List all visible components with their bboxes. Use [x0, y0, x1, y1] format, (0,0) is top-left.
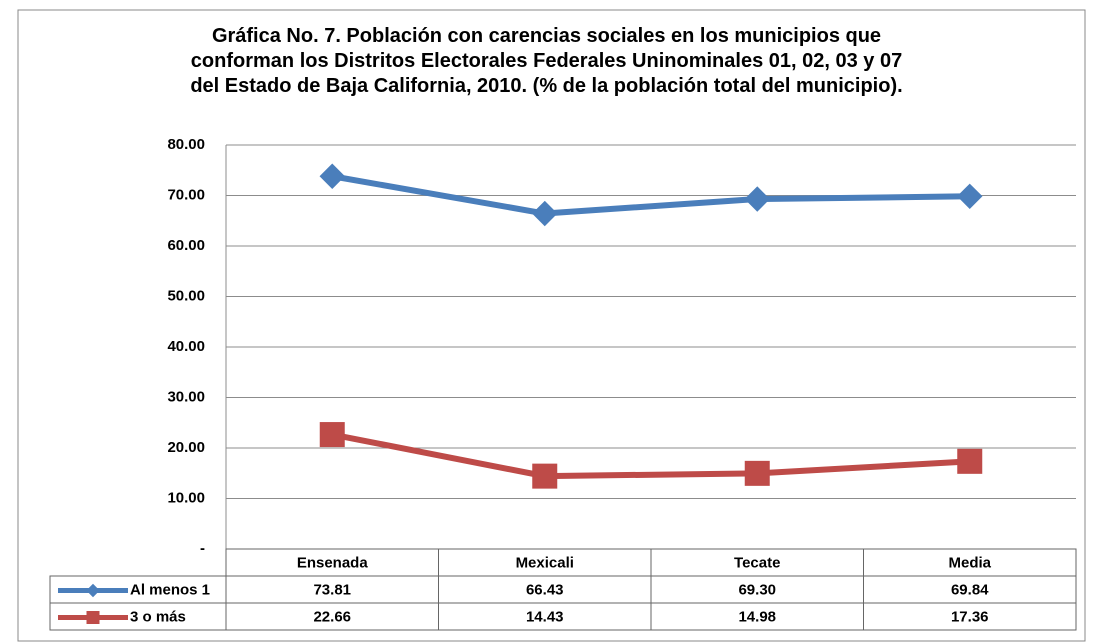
- point: [744, 186, 770, 212]
- legend-marker: [86, 583, 100, 598]
- chart-frame: [17, 9, 1086, 642]
- series-line: [331, 431, 970, 480]
- chart-title: Gráfica No. 7. Población con carencias s…: [190, 25, 903, 97]
- y-tick-label: -: [200, 540, 205, 557]
- table-value: 69.84: [951, 581, 989, 598]
- table-value: 73.81: [313, 581, 351, 598]
- table-value: 14.43: [526, 608, 564, 625]
- y-tick-label: 20.00: [167, 439, 205, 456]
- legend-label: Al menos 1: [130, 581, 210, 598]
- point: [319, 422, 345, 448]
- x-tick-label: Ensenada: [297, 554, 369, 571]
- table-value: 66.43: [526, 581, 564, 598]
- x-tick-label: Tecate: [734, 554, 780, 571]
- x-tick-label: Media: [948, 554, 991, 571]
- y-tick-label: 10.00: [167, 489, 205, 506]
- point: [532, 463, 558, 489]
- y-tick-label: 80.00: [167, 136, 205, 153]
- point: [744, 460, 770, 486]
- series-line: [331, 173, 970, 217]
- y-tick-label: 70.00: [167, 186, 205, 203]
- table-value: 17.36: [951, 608, 989, 625]
- point: [532, 200, 558, 227]
- point: [957, 448, 983, 474]
- table-value: 69.30: [738, 581, 776, 598]
- y-tick-label: 40.00: [167, 338, 205, 355]
- table-value: 14.98: [738, 608, 776, 625]
- y-tick-label: 30.00: [167, 388, 205, 405]
- point: [957, 183, 983, 210]
- y-tick-label: 50.00: [167, 287, 205, 304]
- x-tick-label: Mexicali: [516, 554, 574, 571]
- y-tick-label: 60.00: [167, 237, 205, 254]
- table-value: 22.66: [313, 608, 351, 625]
- point: [319, 163, 345, 189]
- legend-label: 3 o más: [130, 608, 186, 625]
- legend-marker: [86, 611, 100, 624]
